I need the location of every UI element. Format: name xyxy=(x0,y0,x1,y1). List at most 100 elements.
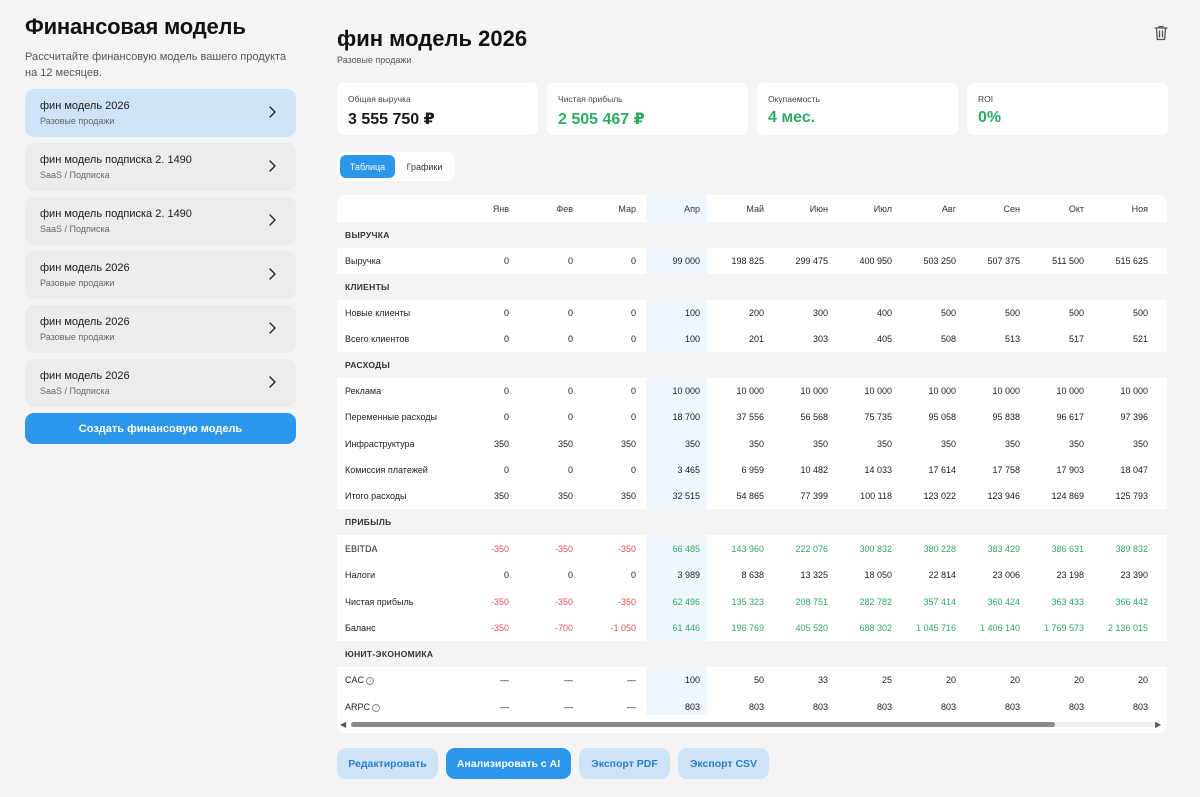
row-label: Комиссия платежей xyxy=(345,457,428,483)
row-label-text: ARPC xyxy=(345,702,371,712)
table-cell: — xyxy=(627,675,636,685)
model-list-item[interactable]: фин модель 2026 Разовые продажи xyxy=(25,89,296,137)
table-row: Чистая прибыль -350 -350 -350 62 496 135 323 2… xyxy=(337,589,1167,615)
table-cell: 100 xyxy=(684,675,700,685)
horizontal-scrollbar[interactable]: ◀ ▶ xyxy=(337,719,1167,729)
table-row: Выручка 0 0 0 99 000 198 825 299 475 400 950 503… xyxy=(337,248,1167,274)
row-label-text: РАСХОДЫ xyxy=(345,360,391,370)
table-cell: 124 869 xyxy=(1051,491,1084,501)
section-label: ЮНИТ-ЭКОНОМИКА xyxy=(345,641,433,667)
table-cell: 200 xyxy=(748,308,764,318)
row-label-text: ПРИБЫЛЬ xyxy=(345,517,392,527)
table-cell: 513 xyxy=(1004,334,1020,344)
table-cell: 25 xyxy=(881,675,892,685)
table-cell: 500 xyxy=(1132,308,1148,318)
table-cell: 54 865 xyxy=(736,491,764,501)
table-row: Комиссия платежей 0 0 0 3 465 6 959 10 482 14 0… xyxy=(337,457,1167,483)
row-label: Чистая прибыль xyxy=(345,589,413,615)
table-cell: -350 xyxy=(617,597,636,607)
row-label: ARPC i xyxy=(345,694,381,720)
table-row: Итого расходы 350 350 350 32 515 54 865 77 399… xyxy=(337,483,1167,509)
table-cell: 95 058 xyxy=(928,412,956,422)
table-cell: 123 946 xyxy=(987,491,1020,501)
table-cell: 350 xyxy=(1068,439,1084,449)
model-list-item[interactable]: фин модель подписка 2. 1490 SaaS / Подпис… xyxy=(25,197,296,245)
table-cell: 37 556 xyxy=(736,412,764,422)
table-cell: 1 769 573 xyxy=(1043,623,1084,633)
table-cell: 123 022 xyxy=(923,491,956,501)
table-cell: 0 xyxy=(503,334,509,344)
scroll-right-icon[interactable]: ▶ xyxy=(1155,720,1162,729)
row-label-text: Переменные расходы xyxy=(345,412,438,422)
table-cell: 77 399 xyxy=(800,491,828,501)
table-cell: -350 xyxy=(554,544,573,554)
table-cell: -350 xyxy=(490,597,509,607)
chevron-right-icon xyxy=(269,214,276,226)
table-cell: 0 xyxy=(630,334,636,344)
tab-table[interactable]: Таблица xyxy=(340,155,395,178)
table-cell: 357 414 xyxy=(923,597,956,607)
table-cell: -1 050 xyxy=(610,623,636,633)
table-cell: 62 496 xyxy=(672,597,700,607)
model-type: Разовые продажи xyxy=(40,278,115,288)
table-cell: 350 xyxy=(620,491,636,501)
section-label: ПРИБЫЛЬ xyxy=(345,509,392,535)
page-subtitle: Разовые продажи xyxy=(337,55,412,65)
create-model-button[interactable]: Создать финансовую модель xyxy=(25,413,296,444)
finance-table: Янв Фев Мар Апр Май Июн Июл Авг Сен Окт Ноя ВЫРУЧКА… xyxy=(337,195,1167,733)
table-cell: 95 838 xyxy=(992,412,1020,422)
table-cell: 350 xyxy=(557,439,573,449)
analyze-ai-button[interactable]: Анализировать с AI xyxy=(446,748,571,779)
scroll-left-icon[interactable]: ◀ xyxy=(340,720,347,729)
table-cell: 143 960 xyxy=(731,544,764,554)
info-icon[interactable]: i xyxy=(366,676,375,685)
row-label-text: Чистая прибыль xyxy=(345,597,414,607)
table-cell: 0 xyxy=(567,570,573,580)
trash-icon[interactable] xyxy=(1153,24,1169,42)
model-list-item[interactable]: фин модель 2026 Разовые продажи xyxy=(25,251,296,299)
kpi-value: 2 505 467 ₽ xyxy=(558,111,645,128)
section-label: ВЫРУЧКА xyxy=(345,222,390,248)
model-name: фин модель 2026 xyxy=(40,370,130,382)
edit-button[interactable]: Редактировать xyxy=(337,748,438,779)
month-header: Янв xyxy=(492,204,509,214)
model-list-item[interactable]: фин модель 2026 Разовые продажи xyxy=(25,305,296,353)
model-list-item[interactable]: фин модель подписка 2. 1490 SaaS / Подпис… xyxy=(25,143,296,191)
table-cell: 0 xyxy=(567,465,573,475)
table-cell: 350 xyxy=(748,439,764,449)
model-list-item[interactable]: фин модель 2026 SaaS / Подписка xyxy=(25,359,296,407)
table-cell: 0 xyxy=(503,412,509,422)
table-cell: 366 442 xyxy=(1115,597,1148,607)
info-icon[interactable]: i xyxy=(372,703,381,712)
section-label: КЛИЕНТЫ xyxy=(345,274,390,300)
scroll-thumb[interactable] xyxy=(351,722,1055,727)
main-panel: фин модель 2026 Разовые продажи Общая вы… xyxy=(313,0,1200,797)
model-type: Разовые продажи xyxy=(40,116,115,126)
export-csv-button[interactable]: Экспорт CSV xyxy=(678,748,769,779)
table-cell: 803 xyxy=(1004,702,1020,712)
export-pdf-button[interactable]: Экспорт PDF xyxy=(579,748,670,779)
table-cell: -350 xyxy=(490,623,509,633)
table-cell: 3 989 xyxy=(677,570,700,580)
tab-charts[interactable]: Графики xyxy=(406,161,443,172)
table-cell: 20 xyxy=(945,675,956,685)
table-cell: 400 950 xyxy=(859,256,892,266)
month-header: Мар xyxy=(618,204,636,214)
table-cell: 508 xyxy=(940,334,956,344)
table-cell: 0 xyxy=(503,386,509,396)
table-cell: 14 033 xyxy=(864,465,892,475)
model-name: фин модель 2026 xyxy=(40,316,130,328)
table-cell: 17 614 xyxy=(928,465,956,475)
table-cell: 0 xyxy=(503,570,509,580)
table-cell: 350 xyxy=(620,439,636,449)
chevron-right-icon xyxy=(269,268,276,280)
kpi-value: 4 мес. xyxy=(768,109,816,126)
month-header: Июл xyxy=(873,204,892,214)
table-cell: 23 006 xyxy=(992,570,1020,580)
table-cell: 0 xyxy=(567,334,573,344)
table-cell: 389 832 xyxy=(1115,544,1148,554)
table-section-row: КЛИЕНТЫ xyxy=(337,274,1167,300)
row-label-text: Баланс xyxy=(345,623,376,633)
table-cell: 350 xyxy=(684,439,700,449)
table-cell: 201 xyxy=(748,334,764,344)
